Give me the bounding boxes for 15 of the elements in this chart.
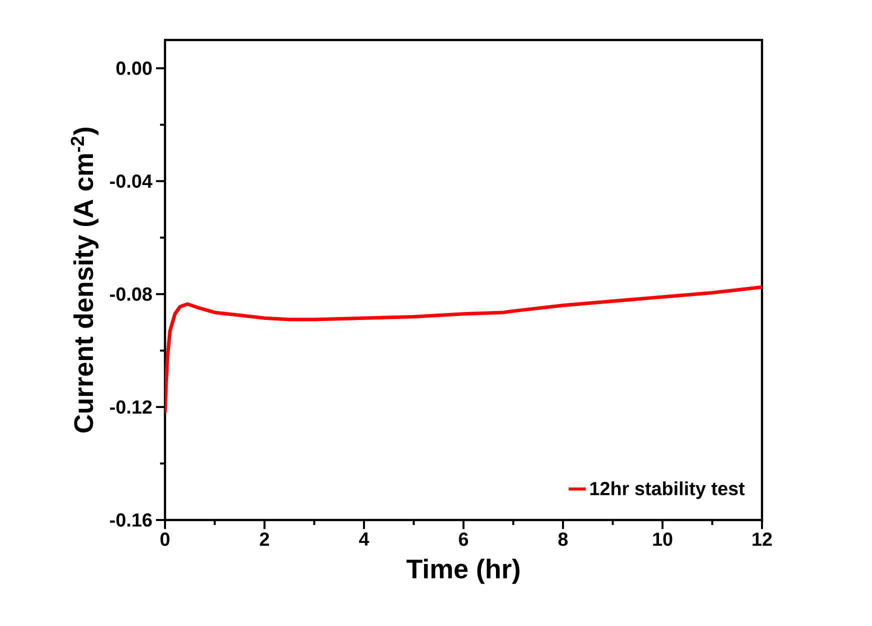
x-tick-label: 0: [160, 532, 170, 546]
legend-label: 12hr stability test: [590, 481, 745, 500]
x-tick-label: 4: [359, 532, 370, 546]
y-axis-title: Current density (A cm$^{-2}$): [70, 128, 98, 432]
x-tick-label: 10: [653, 532, 672, 546]
x-tick-label: 6: [458, 532, 468, 546]
x-tick-label: 8: [558, 532, 568, 546]
y-tick-label: -0.16: [110, 513, 152, 527]
y-tick-label: 0.00: [116, 62, 152, 75]
y-tick-label: -0.08: [110, 287, 152, 301]
y-tick-label: -0.12: [110, 400, 152, 414]
y-tick-label: -0.04: [110, 174, 152, 188]
x-tick-label: 12: [752, 532, 772, 546]
x-axis-title: Time (hr): [406, 558, 520, 584]
x-tick-label: 2: [260, 532, 270, 546]
